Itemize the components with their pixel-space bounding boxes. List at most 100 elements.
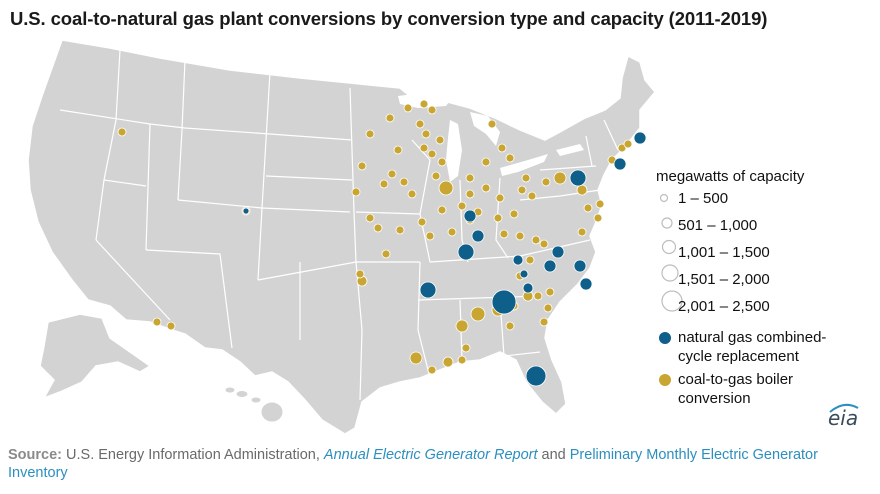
- boiler-plant-marker: [505, 321, 515, 331]
- legend-size-circle-3: [661, 239, 677, 255]
- legend-boiler-label-1: coal-to-gas boiler: [678, 371, 794, 388]
- boiler-plant-marker: [617, 143, 627, 153]
- boiler-plant-marker: [365, 213, 375, 223]
- boiler-plant-marker: [457, 355, 467, 365]
- boiler-plant-marker: [495, 193, 505, 203]
- ngcc-plant-marker: [512, 254, 524, 266]
- boiler-plant-marker: [470, 306, 486, 322]
- boiler-plant-marker: [497, 143, 507, 153]
- ngcc-plant-marker: [491, 289, 517, 315]
- boiler-plant-marker: [505, 153, 515, 163]
- boiler-plant-marker: [407, 189, 417, 199]
- source-label: Source:: [8, 447, 62, 463]
- ngcc-plant-marker: [525, 365, 547, 387]
- legend-size-circles: [659, 193, 683, 312]
- boiler-plant-marker: [593, 213, 603, 223]
- legend-ngcc-label-1: natural gas combined-: [678, 329, 827, 346]
- boiler-plant-marker: [403, 103, 413, 113]
- legend-boiler-entry: coal-to-gas boiler conversion: [656, 370, 876, 408]
- legend: megawatts of capacity 1 – 500 501 – 1,00…: [656, 168, 876, 408]
- boiler-plant-marker: [447, 227, 457, 237]
- boiler-plant-marker: [152, 317, 162, 327]
- boiler-plant-marker: [583, 203, 593, 213]
- source-inventory-link[interactable]: Preliminary Monthly Electric Generator I…: [8, 447, 818, 481]
- ngcc-plant-marker: [463, 209, 477, 223]
- legend-size-circle-1: [659, 193, 669, 203]
- boiler-plant-marker: [385, 113, 395, 123]
- boiler-plant-marker: [525, 255, 535, 265]
- boiler-plant-marker: [531, 235, 541, 245]
- legend-size-label: 1,001 – 1,500: [678, 244, 770, 261]
- legend-size-label: 1 – 500: [678, 190, 729, 207]
- ngcc-swatch: [659, 332, 671, 344]
- boiler-plant-marker: [515, 231, 525, 241]
- boiler-plant-marker: [438, 180, 454, 196]
- boiler-plant-marker: [455, 319, 469, 333]
- ngcc-plant-marker: [579, 277, 593, 291]
- legend-ngcc-entry: natural gas combined- cycle replacement: [656, 328, 876, 366]
- legend-size-label: 2,001 – 2,500: [678, 298, 770, 315]
- eia-logo-arc-icon: [829, 403, 859, 413]
- legend-ngcc-label-2: cycle replacement: [678, 348, 799, 365]
- ngcc-plant-marker: [457, 243, 475, 261]
- ngcc-plant-marker: [569, 169, 587, 187]
- boiler-plant-marker: [493, 213, 503, 223]
- boiler-plant-marker: [541, 177, 551, 187]
- ngcc-replacement-markers: [242, 131, 647, 387]
- source-text-1: U.S. Energy Information Administration,: [62, 447, 324, 463]
- boiler-plant-marker: [517, 185, 527, 195]
- boiler-plant-marker: [399, 177, 409, 187]
- legend-size-row-5: 2,001 – 2,500: [656, 297, 876, 324]
- alaska-shape: [39, 313, 152, 400]
- state-borders: [59, 49, 619, 401]
- boiler-plant-marker: [387, 169, 397, 179]
- boiler-plant-marker: [425, 231, 435, 241]
- boiler-plant-marker: [355, 269, 365, 279]
- boiler-plant-marker: [539, 239, 549, 249]
- legend-size-circle-5: [661, 290, 683, 312]
- boiler-plant-marker: [545, 287, 555, 297]
- ngcc-plant-marker: [551, 245, 565, 259]
- source-note: Source: U.S. Energy Information Administ…: [8, 446, 868, 482]
- ngcc-plant-marker: [543, 259, 557, 273]
- boiler-plant-marker: [543, 303, 553, 313]
- legend-boiler-label-2: conversion: [678, 390, 751, 407]
- boiler-plant-marker: [499, 229, 509, 239]
- boiler-plant-marker: [117, 127, 127, 137]
- eia-logo-text: eia: [828, 406, 859, 430]
- legend-size-circle-2: [661, 217, 673, 229]
- boiler-plant-marker: [427, 365, 437, 375]
- boiler-plant-marker: [417, 217, 427, 227]
- boiler-plant-marker: [166, 321, 176, 331]
- boiler-plant-marker: [577, 227, 587, 237]
- boiler-plant-marker: [457, 201, 467, 211]
- boiler-plant-marker: [431, 171, 441, 181]
- boiler-plant-marker: [373, 223, 383, 233]
- boiler-plant-marker: [442, 356, 454, 368]
- boiler-plant-marker: [393, 145, 403, 155]
- boiler-plant-marker: [553, 171, 567, 185]
- boiler-plant-marker: [576, 184, 588, 196]
- boiler-plant-marker: [527, 191, 537, 201]
- boiler-plant-marker: [539, 317, 549, 327]
- chart-title: U.S. coal-to-natural gas plant conversio…: [10, 8, 768, 29]
- legend-size-circle-4: [661, 264, 679, 282]
- boiler-plant-marker: [415, 119, 425, 129]
- boiler-plant-marker: [481, 157, 491, 167]
- legend-size-label: 1,501 – 2,000: [678, 271, 770, 288]
- boiler-plant-marker: [487, 119, 497, 129]
- ngcc-plant-marker: [419, 281, 437, 299]
- eia-logo: eia: [826, 400, 862, 430]
- boiler-plant-marker: [365, 129, 375, 139]
- boiler-plant-marker: [427, 149, 437, 159]
- boiler-plant-marker: [521, 173, 531, 183]
- boiler-plant-marker: [379, 179, 389, 189]
- boiler-plant-marker: [427, 105, 437, 115]
- hawaii-shape: [224, 386, 284, 423]
- boiler-plant-marker: [595, 199, 605, 209]
- source-text-2: and: [537, 447, 570, 463]
- source-report-link[interactable]: Annual Electric Generator Report: [323, 447, 538, 463]
- boiler-plant-marker: [437, 205, 447, 215]
- legend-size-row-4: 1,501 – 2,000: [656, 270, 876, 297]
